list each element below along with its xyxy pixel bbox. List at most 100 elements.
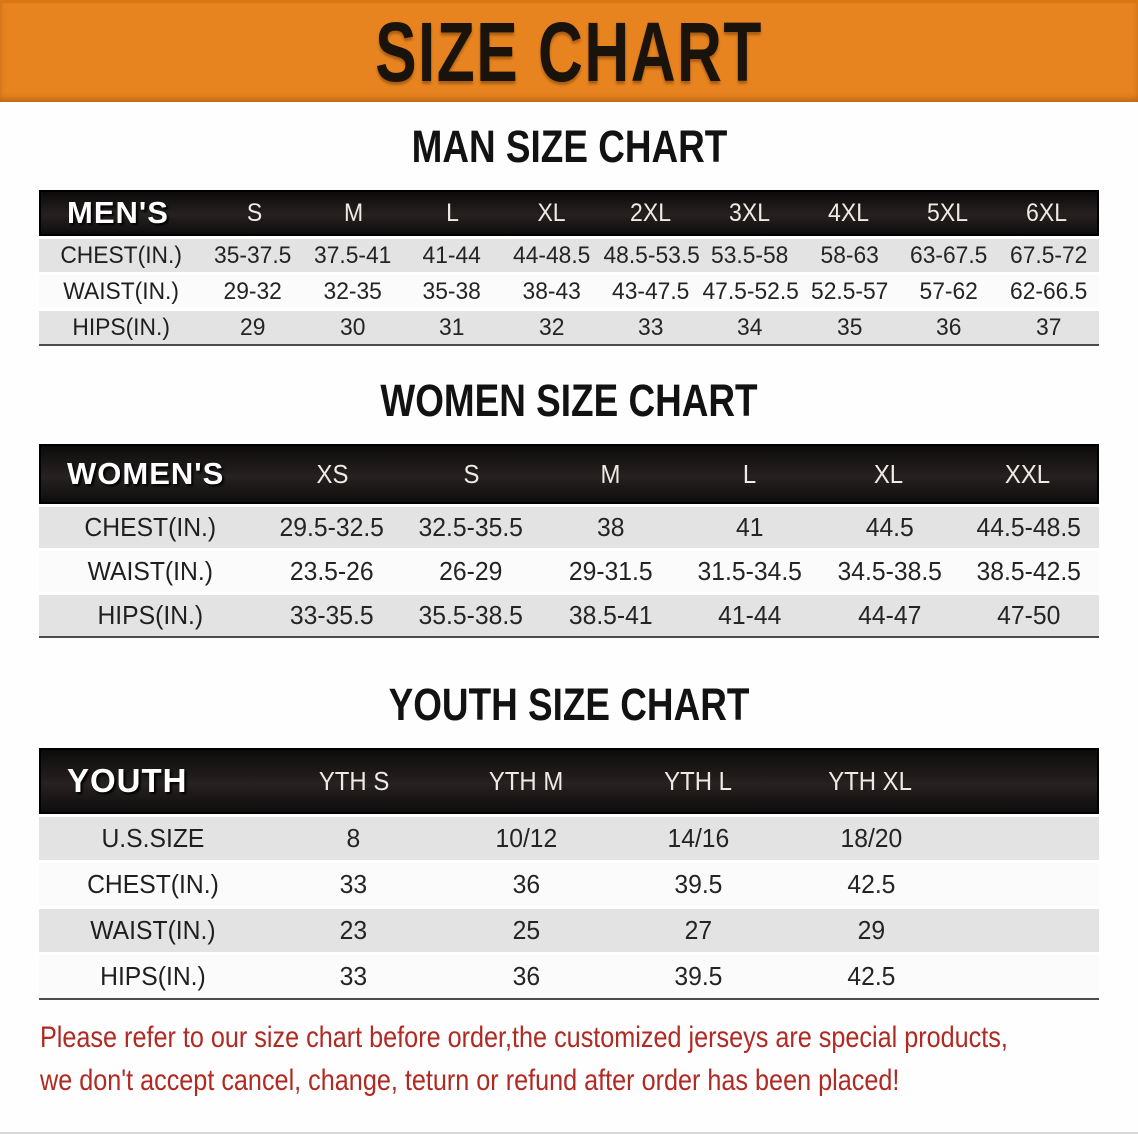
table-cell: 32-35 (323, 277, 382, 305)
row-label: WAIST(IN.) (87, 556, 213, 586)
table-row: WAIST(IN.) 23 25 27 29 (39, 906, 1099, 952)
table-cell: 43-47.5 (612, 277, 690, 305)
men-size-table: MEN'S S M L XL 2XL 3XL 4XL 5XL 6XL CHEST(IN.) 35-37… (39, 190, 1099, 346)
table-cell: 38.5-42.5 (976, 556, 1081, 586)
youth-size-table: YOUTH YTH S YTH M YTH L YTH XL U.S.SIZE 8 10/12… (39, 748, 1099, 1000)
table-row: CHEST(IN.) 29.5-32.5 32.5-35.5 38 41 44.5 44.5… (39, 504, 1099, 548)
size-column-header: M (343, 198, 363, 227)
table-cell: 29 (240, 313, 266, 341)
size-column-header: 2XL (629, 198, 671, 227)
size-column-header: L (742, 458, 756, 489)
table-cell: 58-63 (820, 241, 879, 269)
table-cell: 23 (339, 915, 368, 945)
youth-table-header-row: YOUTH YTH S YTH M YTH L YTH XL (39, 748, 1099, 814)
row-label: CHEST(IN.) (84, 512, 217, 542)
table-cell: 39.5 (674, 961, 723, 991)
disclaimer-line-2: we don't accept cancel, change, teturn o… (40, 1064, 900, 1097)
row-label: HIPS(IN.) (100, 961, 206, 991)
size-column-header: XL (537, 198, 566, 227)
size-column-header: 4XL (828, 198, 869, 227)
table-cell: 63-67.5 (910, 241, 988, 269)
table-row: CHEST(IN.) 33 36 39.5 42.5 (39, 860, 1099, 906)
table-cell: 18/20 (840, 823, 903, 853)
table-cell: 26-29 (439, 556, 503, 586)
size-column-header: XXL (1004, 458, 1050, 489)
table-cell: 44.5-48.5 (976, 512, 1081, 542)
table-cell: 27 (685, 915, 713, 945)
women-section-heading: WOMEN SIZE CHART (0, 374, 1138, 428)
women-table-header-row: WOMEN'S XS S M L XL XXL (39, 444, 1099, 504)
size-column-header: 6XL (1026, 198, 1068, 227)
table-cell: 34 (737, 313, 763, 341)
size-column-header: M (600, 458, 621, 489)
size-column-header: XS (316, 458, 349, 489)
table-cell: 42.5 (847, 961, 896, 991)
size-column-header: YTH XL (828, 765, 913, 796)
table-cell: 41 (736, 512, 764, 542)
table-cell: 48.5-53.5 (603, 241, 700, 269)
banner: SIZE CHART (0, 0, 1138, 102)
table-cell: 39.5 (674, 869, 723, 899)
table-cell: 35.5-38.5 (418, 600, 524, 630)
table-cell: 14/16 (667, 823, 730, 853)
table-cell: 30 (339, 313, 366, 341)
disclaimer: Please refer to our size chart before or… (40, 1016, 1138, 1102)
table-cell: 8 (346, 823, 361, 853)
table-cell: 35 (836, 313, 863, 341)
size-column-header: YTH S (318, 765, 390, 796)
men-section-heading-text: MAN SIZE CHART (411, 121, 727, 172)
table-cell: 36 (936, 313, 962, 341)
table-cell: 31.5-34.5 (697, 556, 802, 586)
table-cell: 44-47 (857, 600, 921, 630)
table-cell: 10/12 (495, 823, 557, 853)
table-cell: 23.5-26 (289, 556, 374, 586)
size-column-header: S (463, 458, 480, 489)
men-table-header-label: MEN'S (67, 195, 169, 230)
table-cell: 33 (339, 869, 368, 899)
table-cell: 44.5 (865, 512, 914, 542)
disclaimer-line-1: Please refer to our size chart before or… (40, 1021, 1008, 1054)
table-cell: 47-50 (997, 600, 1061, 630)
size-column-header: YTH M (489, 765, 564, 796)
row-label: CHEST(IN.) (60, 241, 182, 269)
row-label: CHEST(IN.) (87, 869, 219, 899)
row-label: WAIST(IN.) (90, 915, 216, 945)
table-row: HIPS(IN.) 33-35.5 35.5-38.5 38.5-41 41-44 44-… (39, 592, 1099, 636)
size-column-header: S (246, 198, 262, 227)
table-cell: 32 (538, 313, 564, 341)
men-section-heading: MAN SIZE CHART (0, 120, 1138, 174)
table-cell: 38 (596, 512, 625, 542)
table-cell: 35-37.5 (214, 241, 292, 269)
row-label: HIPS(IN.) (72, 313, 170, 341)
youth-section-heading-text: YOUTH SIZE CHART (388, 679, 750, 730)
table-cell: 29-31.5 (568, 556, 653, 586)
table-cell: 37 (1035, 313, 1062, 341)
table-cell: 52.5-57 (810, 277, 889, 305)
row-label: HIPS(IN.) (97, 600, 204, 630)
table-cell: 32.5-35.5 (418, 512, 524, 542)
size-column-header: YTH L (664, 765, 733, 796)
youth-section-heading: YOUTH SIZE CHART (0, 678, 1138, 732)
table-cell: 31 (439, 313, 465, 341)
table-cell: 35-38 (422, 277, 482, 305)
table-cell: 53.5-58 (711, 241, 789, 269)
table-row: CHEST(IN.) 35-37.5 37.5-41 41-44 44-48.5 48.5… (39, 236, 1099, 272)
table-cell: 44-48.5 (512, 241, 590, 269)
row-label: U.S.SIZE (101, 823, 205, 853)
size-column-header: XL (873, 458, 903, 489)
women-table-header-label: WOMEN'S (67, 456, 225, 491)
table-cell: 42.5 (847, 869, 896, 899)
size-column-header: 3XL (728, 198, 770, 227)
table-row: WAIST(IN.) 23.5-26 26-29 29-31.5 31.5-34.5 34… (39, 548, 1099, 592)
table-cell: 25 (512, 915, 540, 945)
table-cell: 41-44 (718, 600, 782, 630)
table-cell: 67.5-72 (1009, 241, 1088, 269)
table-cell: 36 (512, 869, 540, 899)
banner-title: SIZE CHART (375, 5, 763, 99)
table-cell: 37.5-41 (313, 241, 392, 269)
table-cell: 36 (512, 961, 540, 991)
table-cell: 33 (339, 961, 368, 991)
table-cell: 34.5-38.5 (837, 556, 942, 586)
table-cell: 47.5-52.5 (702, 277, 800, 305)
